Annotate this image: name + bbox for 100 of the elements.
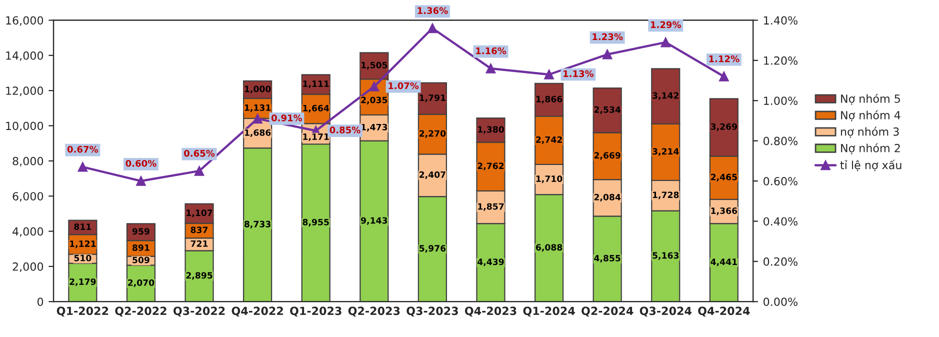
x-tick-label: Q2-2022: [115, 306, 166, 317]
point: [660, 37, 670, 48]
data-label: 2,669: [594, 152, 620, 160]
x-tick-label: Q1-2023: [290, 306, 342, 317]
data-label: 4,439: [478, 258, 504, 266]
data-label: 1.07%: [388, 82, 419, 90]
data-label: 891: [132, 244, 150, 251]
data-label: 1.16%: [476, 47, 506, 54]
data-label: 2,179: [70, 278, 96, 286]
x-tick-label: Q4-2022: [232, 306, 283, 317]
legend-label: tỉ lệ nợ xấu: [840, 160, 902, 172]
y2-tick-label: 1.00%: [764, 96, 798, 105]
point: [602, 50, 612, 60]
data-label: 1.13%: [564, 70, 594, 78]
point: [369, 82, 380, 92]
data-label: 1,473: [362, 124, 388, 132]
y-tick-label: 6,000: [12, 192, 44, 202]
x-tick-label: Q2-2024: [582, 306, 634, 317]
data-label: 2,407: [420, 171, 446, 179]
x-tick-label: Q3-2023: [406, 306, 458, 317]
data-label: 1,131: [244, 104, 271, 112]
data-label: 1.12%: [709, 55, 740, 62]
data-label: 510: [74, 254, 92, 262]
data-label: 2,742: [536, 136, 562, 144]
data-label: 3,214: [652, 148, 679, 156]
data-label: 1.36%: [418, 7, 448, 14]
data-label: 1,171: [303, 134, 329, 142]
data-label: 811: [74, 223, 92, 230]
data-label: 1,866: [536, 96, 562, 104]
data-label: 4,855: [594, 254, 620, 263]
data-label: 2,270: [420, 130, 446, 138]
data-label: 1,380: [478, 126, 504, 134]
data-label: 1,121: [70, 240, 96, 248]
point: [486, 64, 496, 74]
y2-tick-label: 0.40%: [764, 217, 798, 226]
y-tick-label: 12,000: [6, 86, 44, 96]
x-tick-label: Q2-2023: [348, 306, 400, 317]
data-label: 721: [190, 240, 208, 247]
data-label: 3,142: [652, 92, 679, 100]
y-tick-label: 14,000: [6, 51, 44, 61]
data-label: 2,084: [594, 194, 621, 202]
data-label: 2,070: [128, 279, 154, 288]
data-label: 5,976: [419, 245, 446, 253]
data-label: 1,000: [244, 86, 271, 94]
data-label: 2,762: [478, 162, 504, 170]
data-label: 6,088: [536, 244, 562, 252]
data-label: 1,728: [652, 192, 679, 200]
y-tick-label: 0: [37, 298, 44, 306]
data-label: 2,465: [710, 174, 737, 182]
data-label: 1,366: [711, 207, 738, 216]
legend-label: Nợ nhóm 4: [841, 110, 900, 122]
data-label: 1.23%: [592, 33, 623, 40]
data-label: 2,895: [186, 272, 212, 280]
data-label: 837: [190, 226, 208, 234]
data-label: 8,955: [302, 218, 329, 226]
data-label: 8,733: [244, 220, 270, 228]
data-label: 509: [132, 256, 150, 264]
data-label: 0.60%: [126, 160, 156, 167]
data-label: 959: [132, 228, 150, 235]
y2-tick-label: 0.60%: [764, 176, 798, 186]
legend-label: nợ nhóm 3: [841, 126, 899, 138]
y2-tick-label: 1.40%: [764, 16, 798, 25]
data-label: 0.85%: [330, 126, 360, 134]
y-tick-label: 2,000: [12, 262, 44, 272]
x-tick-label: Q1-2022: [56, 306, 108, 317]
data-label: 0.91%: [271, 114, 302, 122]
data-label: 0.65%: [184, 150, 215, 157]
data-label: 1,791: [420, 94, 446, 102]
y-tick-label: 8,000: [12, 156, 44, 166]
y2-tick-label: 0.20%: [764, 257, 798, 266]
data-label: 1,857: [478, 203, 504, 211]
point: [428, 23, 438, 34]
data-label: 1.29%: [650, 21, 682, 28]
data-label: 0.67%: [67, 146, 98, 153]
data-label: 1,505: [362, 62, 388, 70]
data-label: 5,163: [652, 252, 679, 260]
data-label: 1,111: [303, 80, 329, 88]
data-label: 1,710: [536, 175, 562, 184]
y2-tick-label: 0.00%: [764, 298, 798, 306]
point: [252, 114, 262, 124]
point: [544, 70, 554, 80]
point: [78, 162, 88, 172]
data-label: 9,143: [360, 217, 388, 225]
x-tick-label: Q1-2024: [523, 306, 575, 317]
data-label: 1,686: [244, 129, 271, 137]
y2-tick-label: 1.20%: [764, 56, 798, 65]
legend-label: Nợ nhóm 5: [841, 94, 900, 105]
y-tick-label: 10,000: [6, 122, 44, 132]
x-tick-label: Q3-2022: [173, 306, 225, 317]
y-tick-label: 16,000: [6, 16, 44, 26]
data-label: 2,035: [361, 96, 388, 104]
y-tick-label: 4,000: [12, 227, 44, 237]
data-label: 1,107: [186, 210, 212, 218]
data-label: 2,534: [594, 106, 621, 114]
x-tick-label: Q4-2024: [698, 306, 750, 317]
x-tick-label: Q4-2023: [464, 306, 516, 317]
legend-label: Nợ nhóm 2: [841, 143, 900, 154]
point: [719, 72, 729, 82]
point: [194, 166, 204, 176]
data-label: 4,441: [710, 258, 737, 266]
